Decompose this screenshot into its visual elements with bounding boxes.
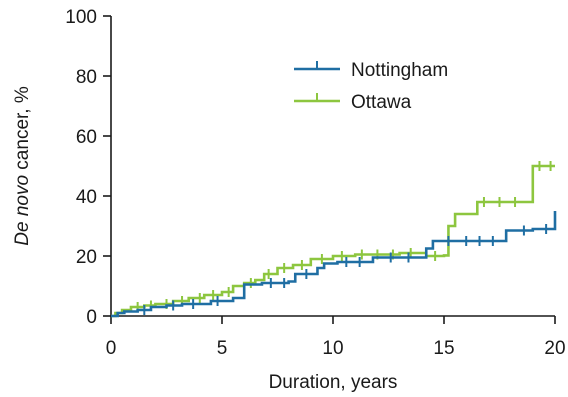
legend: Nottingham Ottawa	[294, 60, 448, 113]
y-axis-label-italic: De novo	[12, 175, 33, 246]
series-line-nottingham	[111, 211, 557, 318]
x-tick-label: 20	[544, 338, 565, 359]
y-axis-label: De novo cancer, %	[12, 86, 33, 246]
y-tick-label: 60	[76, 127, 97, 148]
y-tick-label: 0	[86, 307, 97, 328]
series-layer	[111, 161, 557, 318]
x-tick-label: 0	[106, 338, 117, 359]
x-axis-label: Duration, years	[269, 372, 398, 392]
x-tick-label: 10	[322, 338, 343, 359]
y-tick-label: 100	[65, 7, 97, 28]
x-tick-label: 5	[217, 338, 228, 359]
series-line-ottawa	[111, 164, 555, 318]
axes: 0 20 40 60 80 100 0 5 10 15 20	[65, 7, 565, 359]
y-tick-label: 40	[76, 187, 97, 208]
legend-label-ottawa: Ottawa	[351, 92, 412, 113]
x-tick-label: 15	[433, 338, 454, 359]
y-tick-label: 80	[76, 67, 97, 88]
legend-label-nottingham: Nottingham	[351, 60, 448, 81]
y-tick-label: 20	[76, 247, 97, 268]
y-axis-label-rest: cancer, %	[12, 86, 33, 175]
